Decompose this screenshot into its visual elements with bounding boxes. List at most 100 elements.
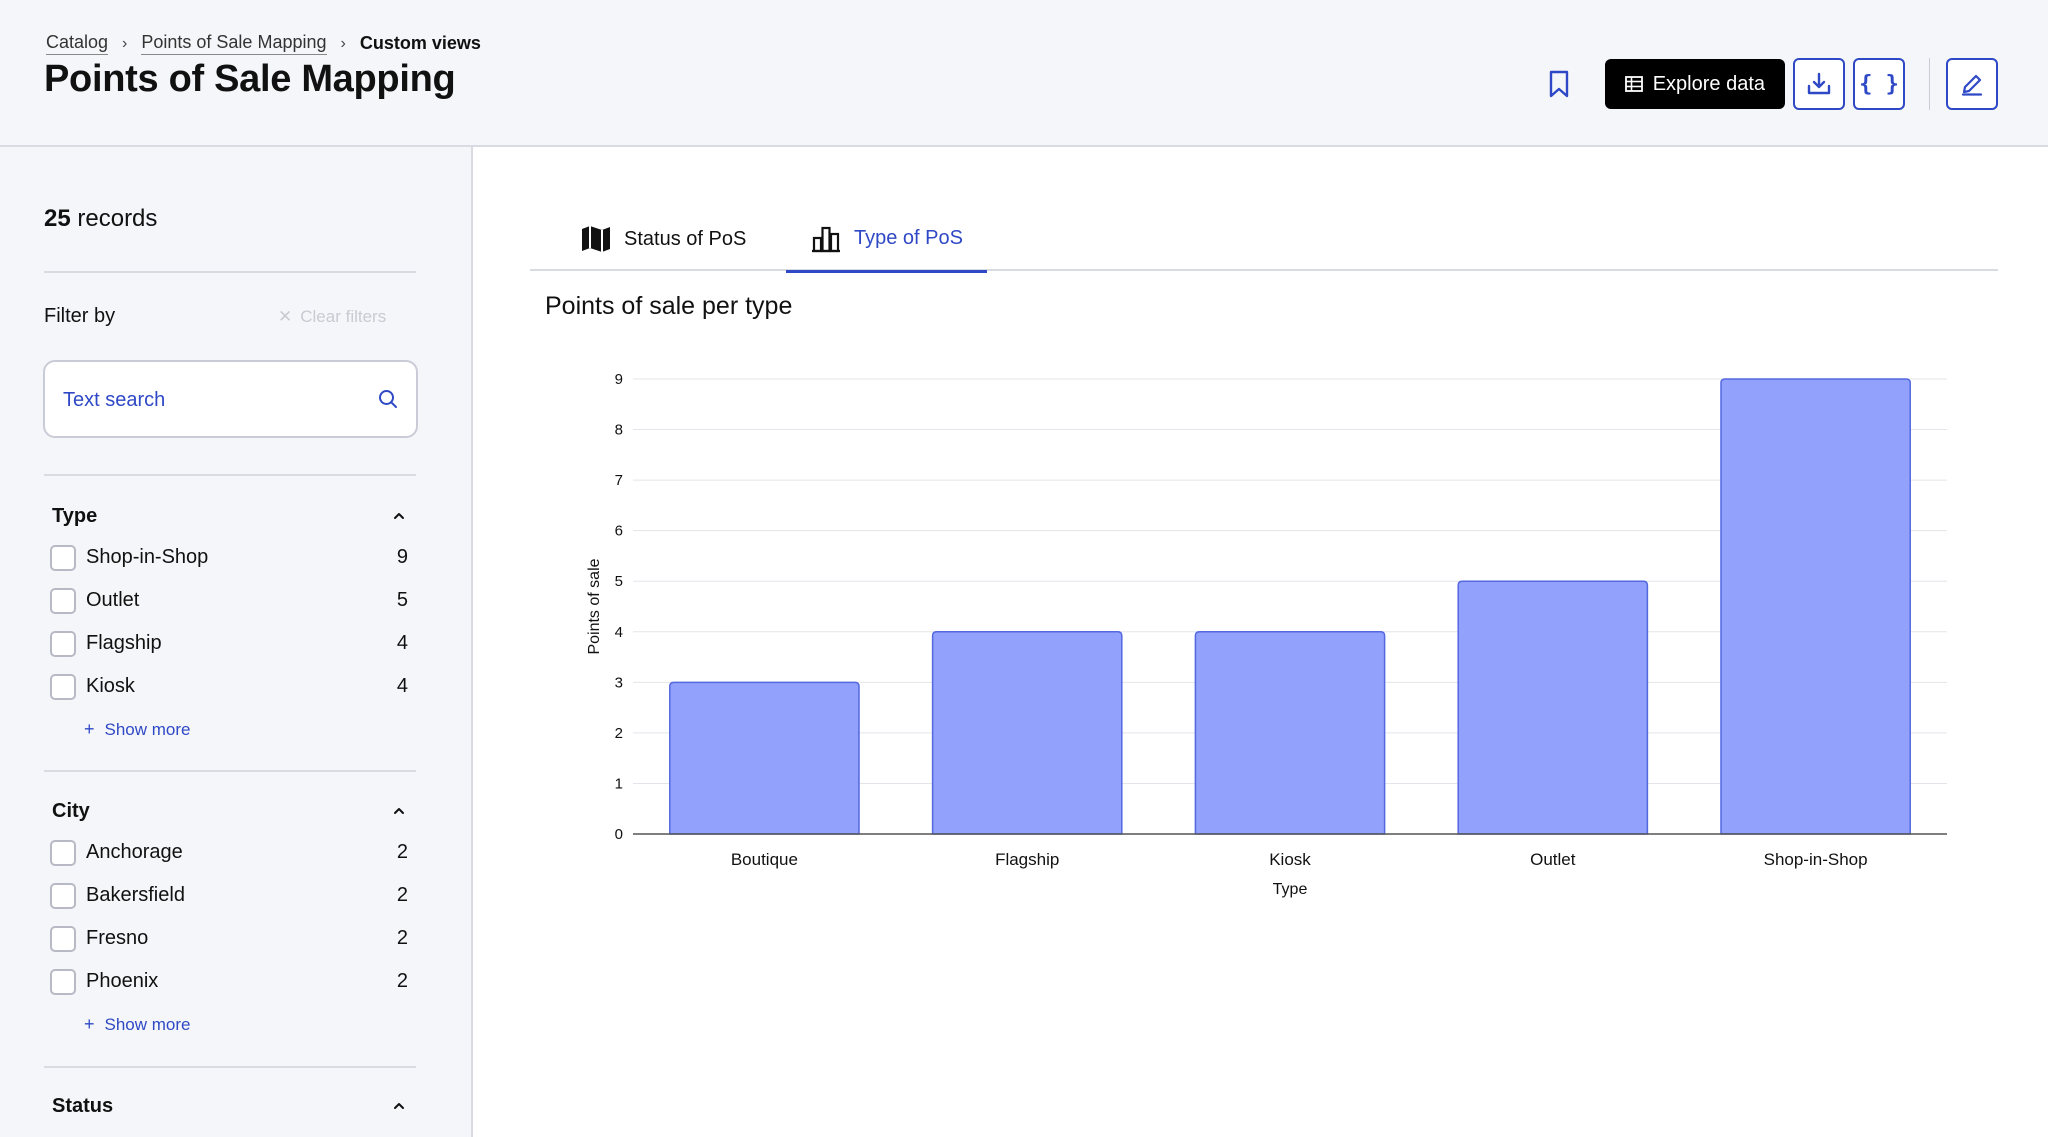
x-axis: Boutique Flagship Kiosk Outlet Shop-in-Shop [731,850,1868,869]
breadcrumb-current: Custom views [359,33,481,53]
facet-title: City [52,800,90,822]
y-tick-label: 8 [615,422,623,439]
divider [44,474,416,476]
x-tick-label: Boutique [731,850,798,869]
records-number: 25 [44,205,71,232]
facet-item-count: 4 [396,632,408,654]
facet-item[interactable]: Kiosk 4 [50,672,410,702]
explore-data-button[interactable]: Explore data [1604,59,1785,109]
records-count: 25 records [44,205,157,233]
y-tick-label: 9 [615,371,623,388]
bar-chart-icon [812,226,840,252]
divider [44,1066,416,1068]
y-axis-title: Points of sale [586,558,603,654]
bar-kiosk[interactable] [1194,631,1386,835]
facet-item[interactable]: Flagship 4 [50,629,410,659]
checkbox[interactable] [50,840,76,866]
checkbox[interactable] [50,926,76,952]
y-tick-label: 7 [615,472,623,489]
search-input[interactable] [63,384,363,416]
x-axis-title: Type [1273,881,1308,898]
checkbox[interactable] [50,588,76,614]
plus-icon: + [84,1014,95,1034]
tab-label: Status of PoS [624,227,747,250]
facet-item-label: Phoenix [86,970,159,992]
facet-item[interactable]: Fresno 2 [50,924,410,954]
checkbox[interactable] [50,631,76,657]
download-button[interactable] [1793,58,1845,110]
facet-item[interactable]: Anchorage 2 [50,838,410,868]
facet-item[interactable]: Shop-in-Shop 9 [50,543,410,573]
facet-item[interactable]: Phoenix 2 [50,967,410,997]
y-tick-label: 2 [615,725,623,742]
page-title: Points of Sale Mapping [44,58,456,100]
show-more-button[interactable]: + Show more [84,1014,191,1035]
checkbox[interactable] [50,883,76,909]
tab-status-of-pos[interactable]: Status of PoS [580,207,746,271]
clear-filters-button[interactable]: ✕ Clear filters [278,307,386,327]
show-more-label: Show more [104,1015,191,1034]
edit-icon [1961,74,1983,96]
bar-flagship[interactable] [931,631,1123,835]
facet-item-label: Shop-in-Shop [86,546,209,568]
y-tick-label: 5 [615,573,623,590]
bar-chart: 0 1 2 3 4 5 6 7 8 9 Boutique Flagship Kiosk Outlet Sh… [586,371,1947,898]
bar-shop-in-shop[interactable] [1720,378,1911,835]
tab-label: Type of PoS [854,227,963,249]
checkbox[interactable] [50,674,76,700]
tab-type-of-pos[interactable]: Type of PoS [786,207,987,273]
show-more-button[interactable]: + Show more [84,719,191,740]
facet-item-label: Anchorage [86,841,183,863]
y-tick-label: 3 [615,674,623,691]
chevron-up-icon[interactable] [392,804,406,818]
api-button[interactable]: { } [1853,58,1905,110]
facet-item-label: Bakersfield [86,884,185,906]
facet-item-count: 2 [396,970,408,992]
divider [44,271,416,273]
breadcrumb-link-catalog[interactable]: Catalog [46,32,109,55]
facet-item[interactable]: Outlet 5 [50,586,410,616]
bookmark-button[interactable] [1539,58,1579,110]
chart-title: Points of sale per type [545,292,793,320]
facet-item-count: 9 [396,546,408,568]
explore-data-label: Explore data [1652,72,1765,95]
x-tick-label: Flagship [995,850,1059,869]
facet-item[interactable]: Bakersfield 2 [50,881,410,911]
main-content: Status of PoS Type of PoS Points of sale… [475,147,2048,1137]
facet-title: Status [52,1095,114,1117]
edit-button[interactable] [1946,58,1998,110]
view-tabs: Status of PoS Type of PoS [530,207,1998,273]
download-icon [1807,72,1831,95]
x-tick-label: Shop-in-Shop [1764,850,1868,869]
records-label: records [77,205,158,232]
close-icon: ✕ [278,307,293,326]
toolbar-divider [1929,58,1930,110]
search-box [43,360,418,438]
map-icon [582,226,610,252]
table-icon [1624,76,1643,92]
facet-item-label: Outlet [86,589,140,611]
checkbox[interactable] [50,545,76,571]
chevron-up-icon[interactable] [392,1099,406,1113]
facet-title: Type [52,505,98,527]
chevron-up-icon[interactable] [392,509,406,523]
checkbox[interactable] [50,969,76,995]
code-braces-icon: { } [1859,71,1899,97]
plus-icon: + [84,719,95,739]
breadcrumb-link-points-of-sale-mapping[interactable]: Points of Sale Mapping [141,32,327,55]
chart-bars [669,378,1911,835]
page-header: Catalog › Points of Sale Mapping › Custo… [0,0,2048,147]
chevron-right-icon: › [122,34,128,52]
y-axis: 0 1 2 3 4 5 6 7 8 9 [615,371,623,843]
clear-filters-label: Clear filters [300,307,387,326]
bookmark-icon [1549,70,1568,98]
bar-boutique[interactable] [669,681,860,835]
search-icon[interactable] [378,389,398,409]
y-tick-label: 6 [615,523,623,540]
facet-item-count: 2 [396,841,408,863]
x-tick-label: Kiosk [1269,850,1311,869]
divider [44,770,416,772]
breadcrumb: Catalog › Points of Sale Mapping › Custo… [46,32,481,55]
y-tick-label: 0 [615,826,623,843]
bar-outlet[interactable] [1457,580,1649,835]
